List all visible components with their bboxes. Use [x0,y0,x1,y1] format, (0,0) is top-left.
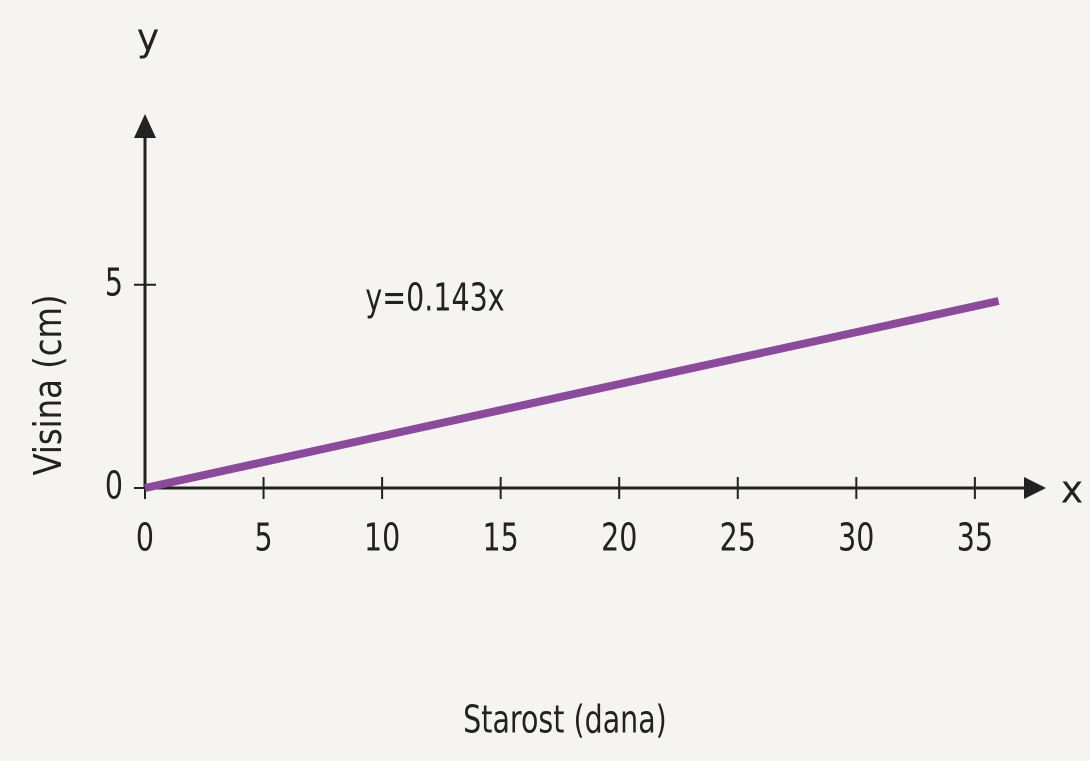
x-tick-label: 35 [957,516,993,560]
x-tick-label: 10 [364,516,400,560]
x-tick-label: 5 [254,516,272,560]
x-tick-label: 0 [136,516,154,560]
x-tick-label: 15 [483,516,519,560]
y-axis-label: Visina (cm) [26,294,70,475]
y-axis-arrow [134,114,156,138]
x-tick-label: 25 [720,516,756,560]
y-axis-name: y [137,16,160,60]
data-line [144,297,1000,492]
x-axis-name: x [1061,468,1084,512]
x-tick-label: 30 [838,516,874,560]
x-tick-label: 20 [601,516,637,560]
x-axis-arrow [1024,477,1046,499]
x-axis-label: Starost (dana) [463,698,667,742]
y-tick-label: 0 [105,464,123,508]
y-tick-label: 5 [105,260,123,304]
annotation: y=0.143x [365,276,504,320]
